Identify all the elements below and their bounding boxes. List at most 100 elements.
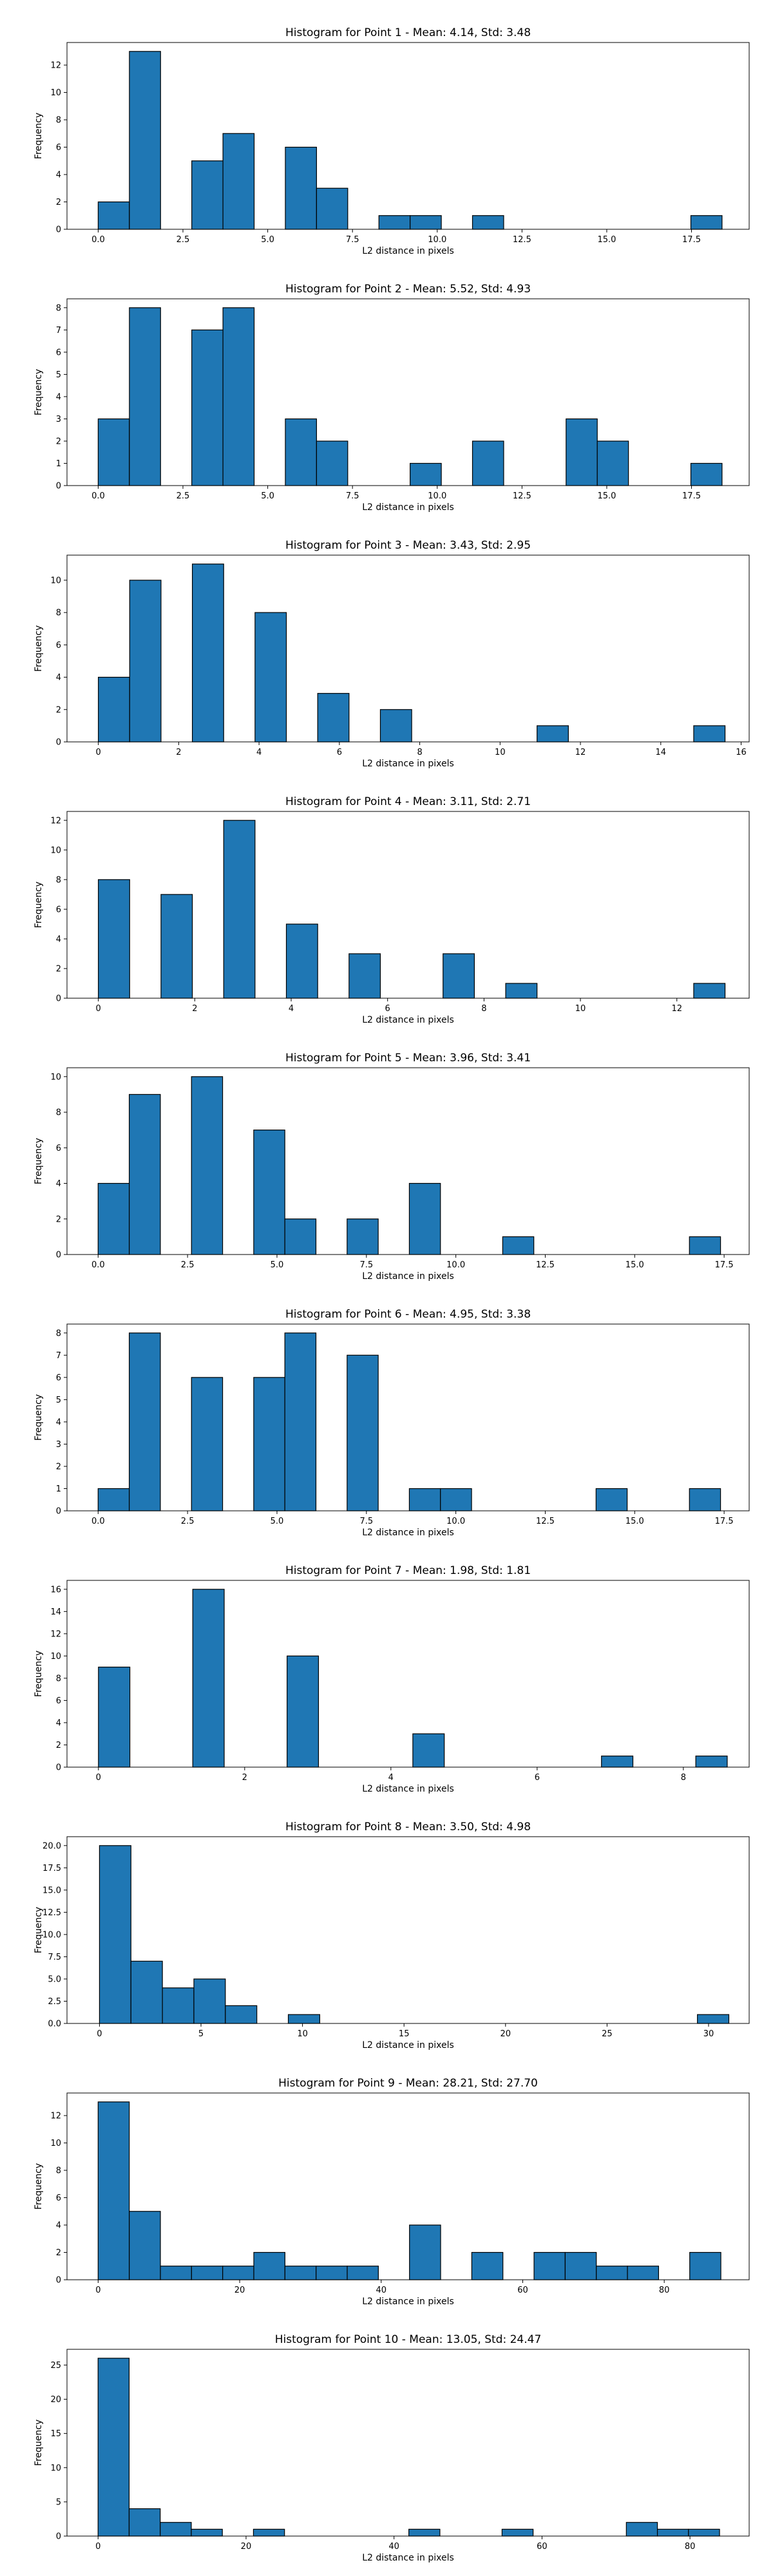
y-tick-label: 10 [50, 846, 61, 855]
x-tick-label: 17.5 [682, 235, 701, 245]
y-tick-label: 7 [56, 1351, 61, 1361]
x-tick-label: 10.0 [428, 491, 446, 501]
plot-frame [66, 1836, 750, 2024]
x-tick-label: 0.0 [91, 1517, 105, 1526]
histogram-bar [222, 2266, 254, 2280]
y-tick-label: 6 [56, 905, 61, 914]
x-tick-label: 8 [481, 1004, 486, 1014]
histogram-bar [379, 709, 412, 743]
histogram-bar [601, 1756, 634, 1768]
y-tick-label: 12.5 [43, 1908, 61, 1918]
y-tick-label: 8 [56, 1674, 61, 1683]
y-tick-label: 0 [56, 2276, 61, 2286]
histogram-bar [410, 215, 442, 230]
chart-title: Histogram for Point 10 - Mean: 13.05, St… [275, 2333, 542, 2346]
histogram-bar [409, 2224, 441, 2280]
histogram-bar [160, 2522, 192, 2537]
chart-title: Histogram for Point 7 - Mean: 1.98, Std:… [285, 1564, 531, 1577]
histogram-bar [408, 2528, 441, 2537]
x-tick-label: 2.5 [177, 491, 190, 501]
histogram-bar [191, 329, 224, 486]
histogram-bar [223, 820, 256, 999]
y-tick-label: 2 [56, 705, 61, 715]
y-tick-label: 1 [56, 459, 61, 469]
x-tick-label: 5.0 [261, 491, 274, 501]
y-tick-label: 20 [50, 2395, 61, 2405]
histogram-bar [129, 580, 162, 743]
y-tick-label: 3 [56, 415, 61, 424]
y-tick-label: 4 [56, 1179, 61, 1189]
y-tick-label: 0 [56, 225, 61, 235]
x-tick-label: 20 [501, 2029, 511, 2039]
y-tick-label: 0 [56, 1251, 61, 1260]
histogram-bar [225, 2005, 258, 2024]
histogram-bar [693, 725, 726, 743]
histogram-bar [191, 1377, 224, 1511]
y-tick-label: 4 [56, 392, 61, 402]
x-tick-label: 0.0 [91, 1260, 105, 1270]
y-tick-label: 15.0 [43, 1886, 61, 1895]
histogram-bar [222, 307, 255, 486]
histogram-bar [97, 418, 130, 486]
histogram-bar [97, 2358, 130, 2537]
histogram-bar [656, 2528, 689, 2537]
y-tick-label: 0 [56, 1763, 61, 1773]
histogram-panel-2: 0.0 2.5 5.0 7.5 10.0 12.5 15.0 17.5 0 1 2 3 4 5 6 7 8 His… [33, 283, 750, 513]
x-tick-label: 0.0 [91, 491, 105, 501]
plot-frame [66, 811, 750, 999]
x-tick-label: 60 [537, 2542, 548, 2552]
x-tick-label: 4 [289, 1004, 294, 1014]
x-tick-label: 6 [385, 1004, 390, 1014]
histogram-bar [537, 725, 569, 743]
histogram-bar [253, 1130, 285, 1255]
y-tick-label: 8 [56, 303, 61, 313]
histogram-bar [690, 462, 723, 486]
x-tick-label: 12 [575, 748, 586, 757]
x-tick-label: 20 [234, 2286, 245, 2295]
histogram-panel-10: 0 20 40 60 80 0 5 10 15 20 25 Histogram for Point 1… [33, 2333, 750, 2563]
y-tick-label: 12 [50, 2112, 61, 2121]
x-axis-label: L2 distance in pixels [362, 1271, 454, 1282]
x-tick-label: 15.0 [597, 235, 616, 245]
histogram-bar [287, 2014, 320, 2024]
y-axis-label: Frequency [33, 625, 44, 672]
x-tick-label: 0.0 [91, 235, 105, 245]
y-axis-label: Frequency [33, 1138, 44, 1184]
y-tick-label: 8 [56, 1329, 61, 1338]
y-tick-label: 10 [50, 1652, 61, 1662]
y-tick-label: 4 [56, 934, 61, 944]
y-tick-label: 3 [56, 1440, 61, 1450]
y-tick-label: 14 [50, 1607, 61, 1617]
x-tick-label: 15.0 [625, 1260, 644, 1270]
y-axis-label: Frequency [33, 1651, 44, 1697]
histogram-bar [690, 215, 723, 230]
y-tick-label: 2 [56, 1741, 61, 1750]
y-tick-label: 2 [56, 198, 61, 207]
x-tick-label: 17.5 [682, 491, 701, 501]
plot-frame [66, 554, 750, 743]
x-tick-label: 0 [95, 2542, 100, 2552]
y-axis-label: Frequency [33, 1907, 44, 1953]
x-tick-label: 30 [703, 2029, 714, 2039]
x-axis-label: L2 distance in pixels [362, 1784, 454, 1794]
x-tick-label: 15 [399, 2029, 410, 2039]
histogram-bar [222, 133, 255, 230]
histogram-bar [695, 1756, 728, 1768]
histogram-bar [443, 953, 475, 999]
histogram-bar [316, 440, 348, 486]
histogram-bar [595, 1488, 628, 1511]
plot-frame [66, 1580, 750, 1768]
histogram-bar [191, 160, 224, 230]
histogram-bar [97, 2101, 130, 2280]
histogram-bar [596, 440, 629, 486]
histogram-bar [160, 2266, 192, 2280]
chart-title: Histogram for Point 2 - Mean: 5.52, Std:… [285, 283, 531, 296]
y-tick-label: 8 [56, 609, 61, 618]
x-tick-label: 5.0 [271, 1517, 284, 1526]
histogram-bar [254, 612, 287, 743]
y-tick-label: 6 [56, 2193, 61, 2203]
histogram-bar [408, 1182, 441, 1255]
x-axis-label: L2 distance in pixels [362, 502, 454, 513]
histogram-bar [284, 1218, 317, 1255]
x-tick-label: 2 [242, 1773, 247, 1783]
